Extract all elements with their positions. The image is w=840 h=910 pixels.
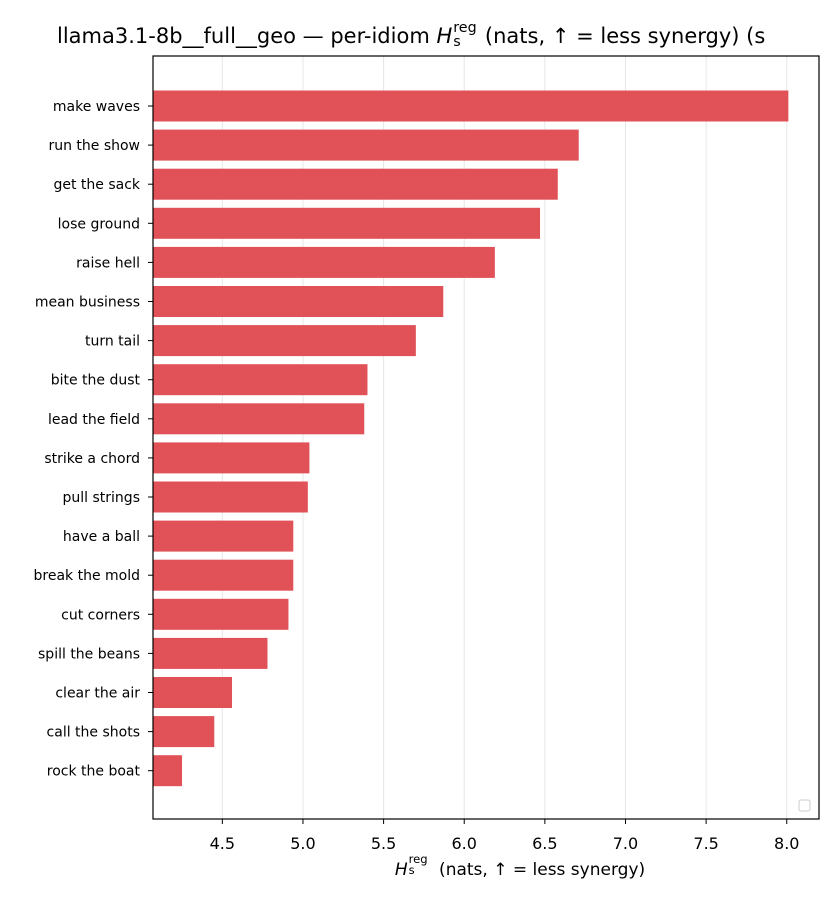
bar bbox=[153, 364, 368, 396]
bar bbox=[153, 677, 233, 708]
y-tick-label: rock the boat bbox=[47, 764, 141, 780]
bar bbox=[153, 559, 294, 591]
bar bbox=[153, 442, 310, 474]
y-tick-label: pull strings bbox=[63, 490, 140, 506]
x-tick-label: 8.0 bbox=[774, 834, 799, 853]
bar bbox=[153, 637, 268, 669]
y-tick-label: mean business bbox=[35, 295, 140, 311]
plot-frame bbox=[152, 55, 820, 820]
bar bbox=[153, 286, 444, 317]
bar bbox=[153, 129, 579, 161]
title-subscript: s bbox=[453, 34, 461, 51]
bar bbox=[153, 325, 416, 357]
bar bbox=[153, 246, 495, 278]
bar bbox=[153, 207, 541, 239]
bar bbox=[153, 716, 215, 748]
x-tick-label: 5.0 bbox=[290, 834, 315, 853]
y-tick-label: lose ground bbox=[58, 216, 140, 232]
xlabel-superscript: reg bbox=[408, 851, 428, 866]
x-tick-label: 4.5 bbox=[210, 834, 235, 853]
y-tick-label: strike a chord bbox=[44, 451, 140, 467]
xlabel-suffix: (nats, ↑ = less synergy) bbox=[433, 860, 646, 880]
x-tick-label: 5.5 bbox=[371, 834, 396, 853]
y-tick-label: cut corners bbox=[61, 607, 140, 623]
x-tick-label: 7.5 bbox=[693, 834, 718, 853]
title-symbol: H bbox=[436, 24, 453, 48]
y-tick-label: get the sack bbox=[53, 177, 140, 193]
y-tick-label: clear the air bbox=[55, 686, 140, 702]
bar bbox=[153, 403, 365, 435]
xlabel-symbol: H bbox=[394, 860, 408, 880]
y-tick-label: spill the beans bbox=[38, 646, 140, 662]
bar bbox=[153, 598, 289, 630]
title-superscript: reg bbox=[453, 20, 477, 37]
bar bbox=[153, 90, 789, 122]
bar bbox=[153, 481, 308, 513]
y-tick-label: make waves bbox=[53, 99, 140, 115]
bar bbox=[153, 520, 294, 552]
title-suffix: (nats, ↑ = less synergy) (s bbox=[478, 24, 766, 48]
y-tick-label: call the shots bbox=[47, 725, 140, 741]
title-prefix: llama3.1-8b__full__geo — per-idiom bbox=[57, 24, 437, 48]
x-tick-label: 7.0 bbox=[613, 834, 638, 853]
x-tick-label: 6.0 bbox=[452, 834, 477, 853]
y-tick-label: bite the dust bbox=[51, 373, 141, 389]
y-tick-label: lead the field bbox=[48, 412, 140, 428]
y-tick-label: raise hell bbox=[76, 255, 140, 271]
xlabel-subscript: s bbox=[408, 863, 415, 878]
bar bbox=[153, 755, 183, 787]
legend-box bbox=[798, 799, 811, 812]
y-tick-label: break the mold bbox=[34, 568, 141, 584]
x-tick-label: 6.5 bbox=[532, 834, 557, 853]
y-tick-label: run the show bbox=[48, 138, 140, 154]
bar bbox=[153, 168, 558, 200]
y-tick-label: have a ball bbox=[63, 529, 140, 545]
y-tick-label: turn tail bbox=[85, 334, 140, 350]
